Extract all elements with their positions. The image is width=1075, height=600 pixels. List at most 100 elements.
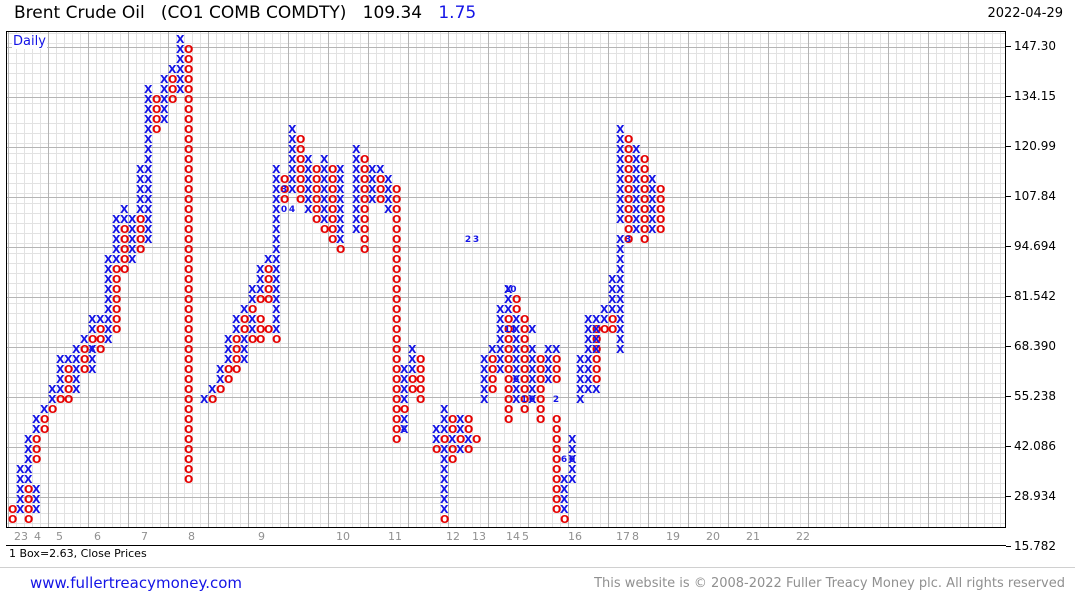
pf-mark-x: X <box>632 163 641 176</box>
gridline-horizontal-major <box>7 397 1005 398</box>
gridline-vertical <box>664 32 665 527</box>
pf-mark-o: O <box>184 333 194 346</box>
pf-mark-o: O <box>392 193 402 206</box>
pf-month-marker: 0 <box>528 395 536 405</box>
pf-mark-x: X <box>592 313 601 326</box>
pf-mark-o: O <box>360 233 370 246</box>
pf-mark-o: O <box>280 183 290 196</box>
pf-mark-x: X <box>592 343 601 356</box>
gridline-horizontal <box>7 103 1005 104</box>
pf-mark-x: X <box>528 343 537 356</box>
gridline-horizontal <box>7 283 1005 284</box>
pf-mark-o: O <box>184 403 194 416</box>
gridline-vertical <box>496 32 497 527</box>
pf-mark-o: O <box>248 333 258 346</box>
pf-mark-x: X <box>568 443 577 456</box>
pf-mark-o: O <box>392 353 402 366</box>
pf-mark-o: O <box>640 163 650 176</box>
pf-mark-x: X <box>616 253 625 266</box>
pf-mark-x: X <box>648 193 657 206</box>
pf-mark-o: O <box>416 373 426 386</box>
pf-mark-o: O <box>184 213 194 226</box>
gridline-vertical <box>344 32 345 527</box>
gridline-vertical <box>136 32 137 527</box>
pf-mark-x: X <box>496 313 505 326</box>
gridline-horizontal-major <box>7 347 1005 348</box>
pf-mark-o: O <box>8 513 18 526</box>
pf-mark-o: O <box>536 373 546 386</box>
gridline-vertical <box>1000 32 1001 527</box>
y-axis-tick-text: 28.934 <box>1014 489 1056 503</box>
site-link[interactable]: www.fullertreacymoney.com <box>30 574 243 592</box>
pf-mark-x: X <box>232 313 241 326</box>
x-axis-rule <box>6 545 1006 546</box>
pf-mark-x: X <box>440 413 449 426</box>
gridline-vertical <box>432 32 433 527</box>
pf-mark-o: O <box>624 143 634 156</box>
pf-mark-x: X <box>616 293 625 306</box>
y-axis-tick-label: 42.086 <box>1006 440 1056 452</box>
pf-mark-x: X <box>568 463 577 476</box>
gridline-vertical <box>144 32 145 527</box>
pf-mark-o: O <box>24 493 34 506</box>
pf-mark-o: O <box>224 373 234 386</box>
pf-mark-o: O <box>440 433 450 446</box>
pf-mark-o: O <box>184 323 194 336</box>
pf-mark-o: O <box>328 233 338 246</box>
y-axis-tick-text: 107.84 <box>1014 189 1056 203</box>
gridline-vertical <box>624 32 625 527</box>
gridline-vertical <box>960 32 961 527</box>
pf-mark-x: X <box>496 323 505 336</box>
pf-mark-x: X <box>160 103 169 116</box>
pf-mark-x: X <box>368 183 377 196</box>
pf-mark-o: O <box>264 263 274 276</box>
pf-mark-o: O <box>168 93 178 106</box>
pf-mark-x: X <box>104 253 113 266</box>
pf-mark-x: X <box>304 173 313 186</box>
pf-mark-x: X <box>528 383 537 396</box>
pf-mark-o: O <box>272 333 282 346</box>
gridline-vertical-major <box>328 32 329 527</box>
pf-mark-x: X <box>144 103 153 116</box>
pf-mark-x: X <box>320 153 329 166</box>
pf-mark-x: X <box>600 303 609 316</box>
pf-mark-x: X <box>272 213 281 226</box>
pf-mark-x: X <box>336 193 345 206</box>
pf-mark-x: X <box>248 323 257 336</box>
gridline-vertical-major <box>968 32 969 527</box>
pf-mark-o: O <box>520 313 530 326</box>
pf-mark-x: X <box>528 323 537 336</box>
pf-mark-x: X <box>616 163 625 176</box>
y-axis-tick-label: 28.934 <box>1006 490 1056 502</box>
pf-mark-x: X <box>40 403 49 416</box>
pf-mark-x: X <box>224 333 233 346</box>
pf-mark-o: O <box>624 163 634 176</box>
pf-mark-x: X <box>272 173 281 186</box>
pf-mark-x: X <box>616 343 625 356</box>
pf-mark-x: X <box>512 393 521 406</box>
pf-mark-x: X <box>272 253 281 266</box>
pf-mark-x: X <box>592 323 601 336</box>
pf-mark-x: X <box>64 353 73 366</box>
pf-mark-x: X <box>576 363 585 376</box>
pf-mark-o: O <box>88 333 98 346</box>
y-axis-tick-mark <box>1006 346 1011 347</box>
pf-mark-x: X <box>224 353 233 366</box>
pf-mark-x: X <box>144 93 153 106</box>
pf-mark-o: O <box>184 173 194 186</box>
pf-mark-x: X <box>584 353 593 366</box>
pf-month-marker: 4 <box>288 205 296 215</box>
pf-mark-o: O <box>392 293 402 306</box>
pf-mark-o: O <box>400 403 410 416</box>
gridline-horizontal <box>7 373 1005 374</box>
pf-mark-x: X <box>288 163 297 176</box>
pf-mark-o: O <box>32 433 42 446</box>
pf-mark-x: X <box>272 303 281 316</box>
pf-mark-o: O <box>240 323 250 336</box>
pf-mark-o: O <box>392 223 402 236</box>
pf-mark-x: X <box>464 433 473 446</box>
pf-mark-o: O <box>504 413 514 426</box>
pf-month-marker: 2 <box>552 395 560 405</box>
x-axis-tick-label: 9 <box>258 530 265 543</box>
